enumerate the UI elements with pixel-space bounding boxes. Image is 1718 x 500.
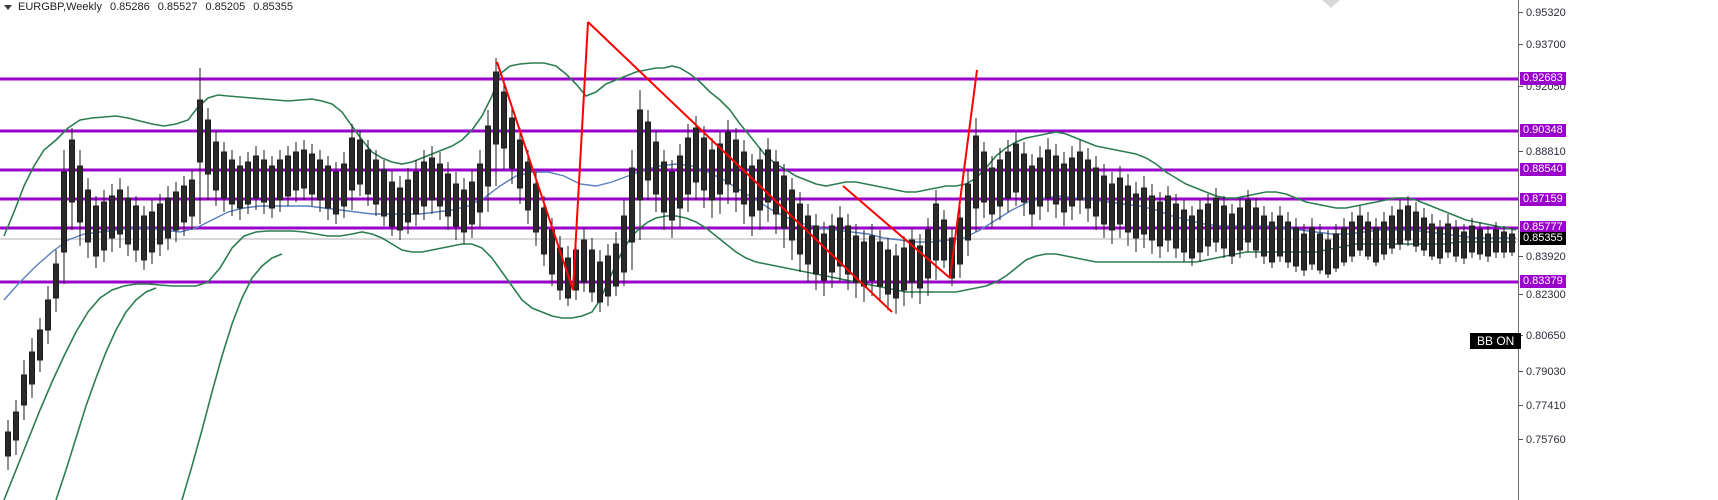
axis-tick: 0.93700 xyxy=(1519,38,1566,51)
chart-plot-area[interactable] xyxy=(0,0,1518,500)
axis-tick-label: 0.82300 xyxy=(1526,288,1566,301)
chart-header: EURGBP,Weekly 0.85286 0.85527 0.85205 0.… xyxy=(0,0,293,14)
axis-tick: 0.79030 xyxy=(1519,365,1566,378)
axis-tick: 0.82300 xyxy=(1519,288,1566,301)
trendline-down-3[interactable] xyxy=(842,185,951,279)
axis-tick: 0.88810 xyxy=(1519,145,1566,158)
level-price-tag[interactable]: 0.90348 xyxy=(1520,124,1566,137)
candlestick-series[interactable] xyxy=(5,58,1515,470)
axis-tick-label: 0.93700 xyxy=(1526,38,1566,51)
symbol-label: EURGBP,Weekly xyxy=(18,1,102,13)
axis-tick-label: 0.83920 xyxy=(1526,250,1566,263)
ohlc-high: 0.85527 xyxy=(157,1,198,13)
chart-canvas xyxy=(0,21,1518,500)
level-price-tag[interactable]: 0.83379 xyxy=(1520,275,1566,288)
chevron-down-icon xyxy=(1322,0,1340,8)
bollinger-lower-tail-2 xyxy=(181,253,283,500)
axis-tick: 0.83920 xyxy=(1519,250,1566,263)
axis-tick: 0.95320 xyxy=(1519,6,1566,19)
axis-tick-label: 0.88810 xyxy=(1526,145,1566,158)
bollinger-lower-tail xyxy=(55,287,157,500)
axis-tick: 0.77410 xyxy=(1519,399,1566,412)
level-price-tag[interactable]: 0.87159 xyxy=(1520,193,1566,206)
level-price-tag[interactable]: 0.85777 xyxy=(1520,221,1566,234)
price-axis[interactable]: 0.95320 0.93700 0.92050 0.88810 0.83920 … xyxy=(1518,0,1718,500)
trendline-up-1[interactable] xyxy=(572,21,589,291)
ohlc-close: 0.85355 xyxy=(253,1,294,13)
axis-tick: 0.75760 xyxy=(1519,433,1566,446)
trendline-down-2[interactable] xyxy=(587,21,893,313)
axis-tick-label: 0.95320 xyxy=(1526,6,1566,19)
axis-tick-label: 0.75760 xyxy=(1526,433,1566,446)
level-price-tag[interactable]: 0.92683 xyxy=(1520,72,1566,85)
ohlc-open: 0.85286 xyxy=(109,1,150,13)
triangle-down-icon[interactable] xyxy=(4,4,12,10)
axis-tick-label: 0.79030 xyxy=(1526,365,1566,378)
axis-tick-label: 0.77410 xyxy=(1526,399,1566,412)
axis-tick: 0.80650 xyxy=(1519,329,1566,342)
trendline-annotations[interactable] xyxy=(496,21,978,313)
level-price-tag[interactable]: 0.88540 xyxy=(1520,163,1566,176)
trendline-up-2[interactable] xyxy=(949,69,978,279)
ohlc-low: 0.85205 xyxy=(205,1,246,13)
axis-tick-label: 0.80650 xyxy=(1526,329,1566,342)
trendline-down-1[interactable] xyxy=(496,61,574,291)
current-price-tag[interactable]: 0.85355 xyxy=(1520,232,1566,245)
bb-indicator-badge[interactable]: BB ON xyxy=(1470,333,1522,349)
